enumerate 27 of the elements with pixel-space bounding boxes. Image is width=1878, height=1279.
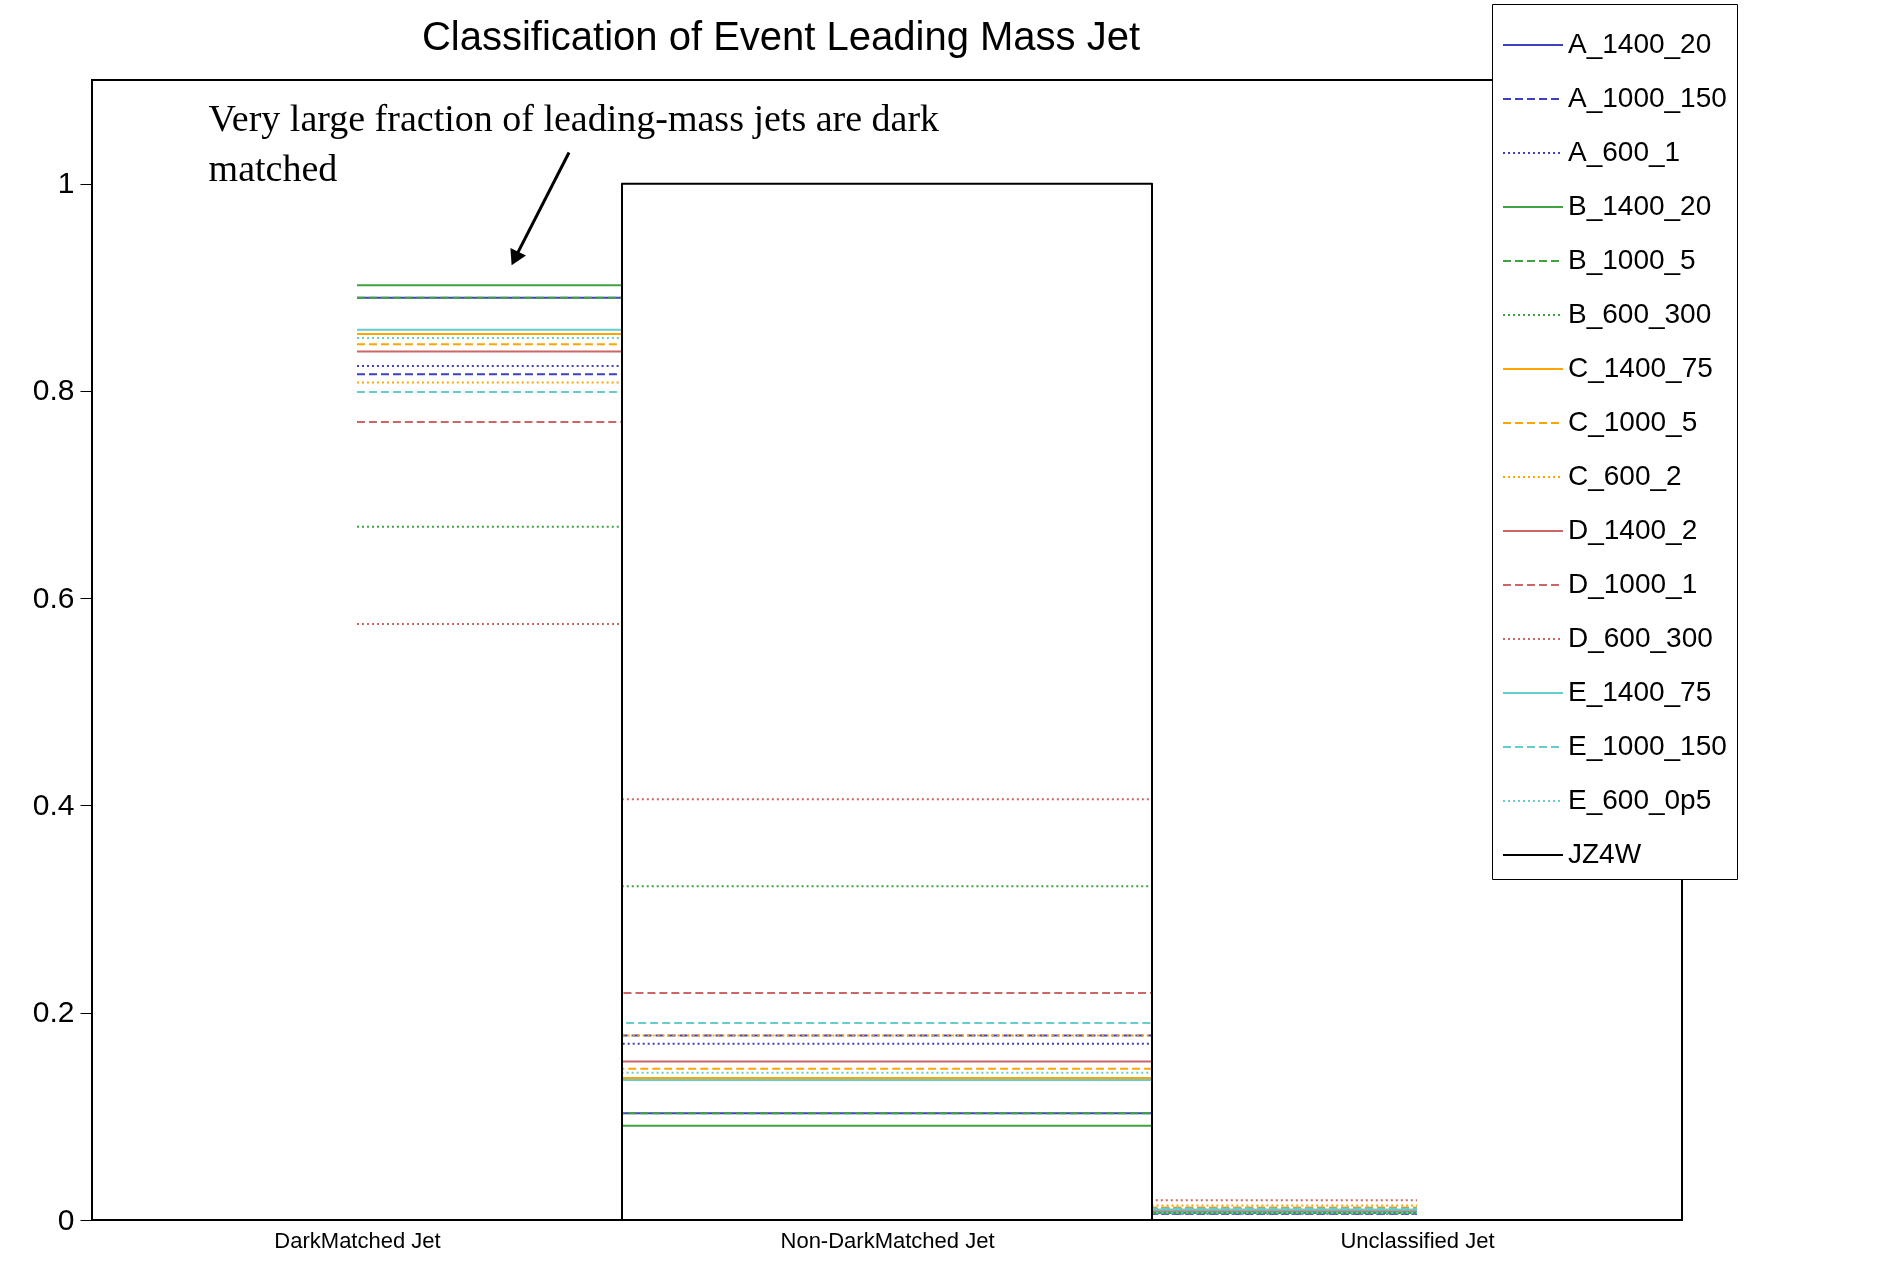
legend-label: C_1000_5 (1568, 406, 1698, 437)
y-tick-label: 0 (57, 1202, 75, 1236)
legend-label: D_1000_1 (1568, 568, 1698, 599)
legend-label: D_1400_2 (1568, 514, 1698, 545)
legend-label: D_600_300 (1568, 622, 1713, 653)
legend-label: JZ4W (1568, 838, 1642, 869)
legend-label: E_1400_75 (1568, 676, 1712, 707)
legend-label: B_1000_5 (1568, 244, 1696, 275)
annotation: Very large fraction of leading-mass jets are dark matched (208, 96, 940, 189)
y-tick-label: 1 (57, 166, 75, 200)
x-tick-label: DarkMatched Jet (274, 1227, 441, 1253)
y-tick-label: 0.4 (32, 787, 75, 821)
legend-label: A_600_1 (1568, 136, 1681, 167)
x-tick-label: Non-DarkMatched Jet (780, 1227, 995, 1253)
legend-label: E_1000_150 (1568, 730, 1727, 761)
legend-label: C_600_2 (1568, 460, 1682, 491)
legend-label: B_600_300 (1568, 298, 1712, 329)
legend-label: A_1000_150 (1568, 82, 1727, 113)
legend-label: B_1400_20 (1568, 190, 1712, 221)
legend-label: C_1400_75 (1568, 352, 1713, 383)
chart-title: Classification of Event Leading Mass Jet (421, 14, 1141, 58)
y-tick-label: 0.2 (32, 995, 75, 1029)
y-tick-label: 0.8 (32, 373, 75, 407)
legend-label: E_600_0p5 (1568, 784, 1712, 815)
legend-label: A_1400_20 (1568, 28, 1712, 59)
y-tick-label: 0.6 (32, 580, 75, 614)
x-tick-label: Unclassified Jet (1340, 1227, 1495, 1253)
